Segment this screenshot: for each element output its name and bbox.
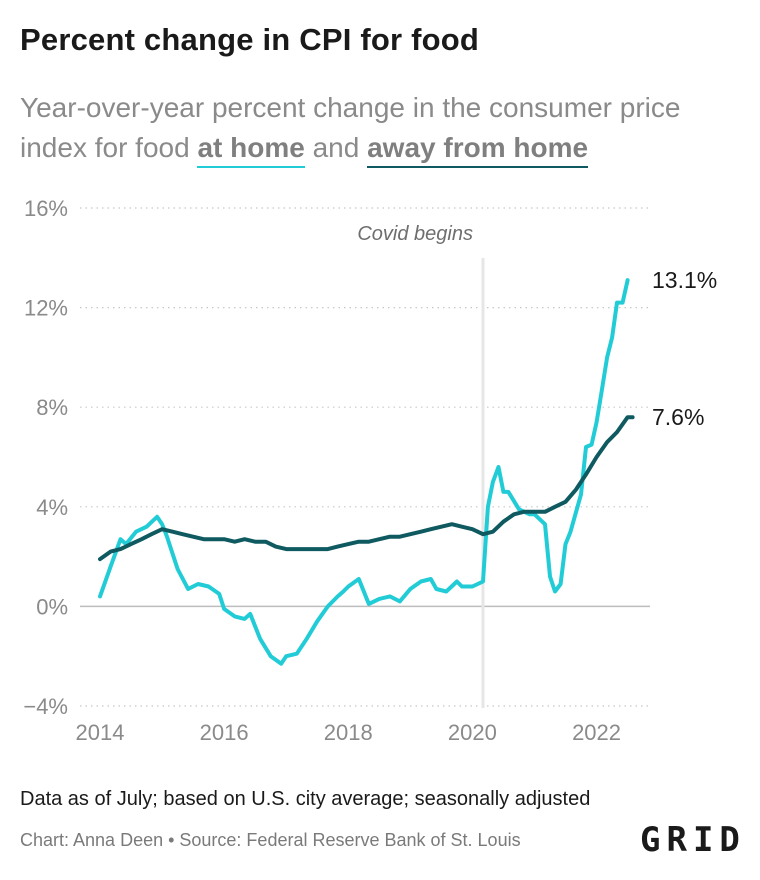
y-tick-label: −4%	[23, 694, 68, 719]
data-note: Data as of July; based on U.S. city aver…	[20, 788, 591, 810]
end-labels: 13.1% 7.6%	[652, 267, 717, 430]
covid-label: Covid begins	[357, 223, 473, 245]
x-tick-label: 2020	[448, 720, 497, 745]
y-tick-label: 12%	[24, 296, 68, 321]
legend-away-from-home: away from home	[367, 132, 589, 168]
series-line-at-home	[98, 278, 630, 666]
subtitle-text-join: and	[304, 132, 368, 163]
subtitle-text-lead: Year-over-year percent change in the con…	[20, 92, 681, 163]
end-label-at-home: 13.1%	[652, 267, 717, 293]
axis-labels: −4% 0% 4% 8% 12% 16% 2014 2016 2018 2020 2022	[23, 196, 621, 745]
x-tick-label: 2016	[200, 720, 249, 745]
series-line-away-from-home	[98, 415, 635, 562]
source-credit: Chart: Anna Deen • Source: Federal Reser…	[20, 830, 521, 850]
y-tick-label: 16%	[24, 196, 68, 221]
covid-annotation: Covid begins	[357, 223, 485, 708]
x-tick-label: 2014	[76, 720, 125, 745]
line-chart: Covid begins −4% 0% 4% 8% 12% 16% 2014 2016 2018…	[23, 196, 717, 745]
y-tick-label: 4%	[36, 495, 68, 520]
series-lines	[98, 278, 635, 666]
chart-subtitle: Year-over-year percent change in the con…	[20, 88, 750, 168]
x-tick-label: 2018	[324, 720, 373, 745]
grid-lines	[80, 207, 650, 707]
x-tick-label: 2022	[572, 720, 621, 745]
grid-logo: GRID	[640, 820, 746, 860]
y-tick-label: 0%	[36, 594, 68, 619]
legend-at-home: at home	[197, 132, 305, 168]
end-label-away-from-home: 7.6%	[652, 404, 704, 430]
y-tick-label: 8%	[36, 395, 68, 420]
chart-title: Percent change in CPI for food	[20, 22, 479, 57]
